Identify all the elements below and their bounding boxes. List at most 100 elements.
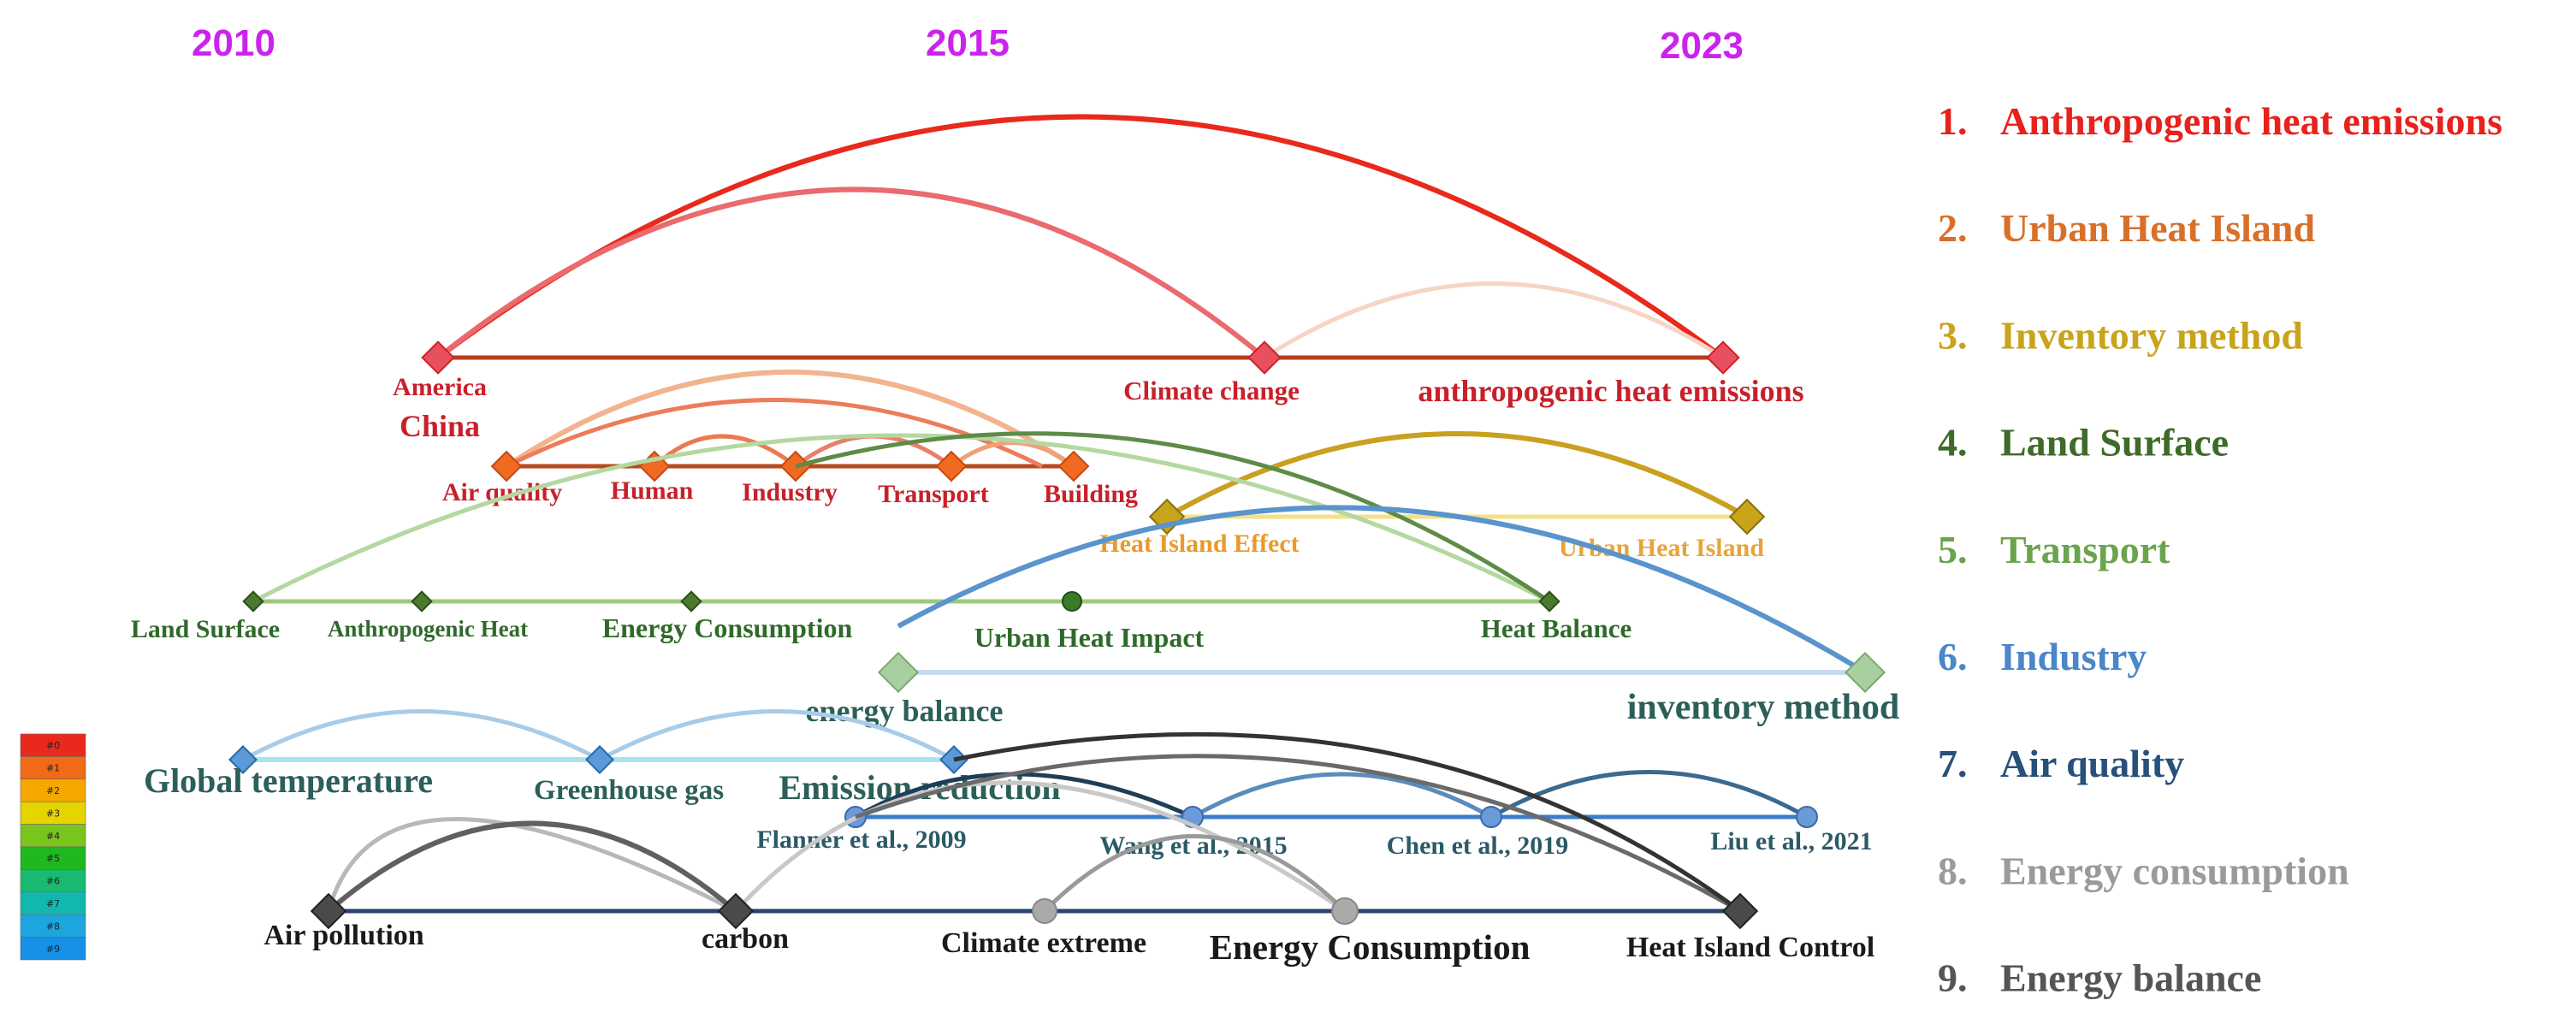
node-urban-heat-impact[interactable] [1062, 591, 1082, 612]
node-liu-2021[interactable] [1796, 806, 1818, 828]
node-label-carbon: carbon [702, 923, 789, 955]
color-swatch-label: #1 [46, 763, 60, 774]
color-scale-legend: #0 #1 #2 #3 #4 #5 #6 #7 #8 #9 [20, 733, 86, 961]
citation-arc [795, 431, 1551, 604]
node-chen-2019[interactable] [1480, 806, 1502, 828]
citation-arc [953, 731, 1742, 914]
color-swatch-label: #2 [46, 785, 60, 796]
node-label-china: China [400, 409, 480, 443]
cluster-energy-consumption: Air pollution carbon Climate extreme Ene… [264, 731, 1874, 967]
legend-number: 2. [1938, 206, 1968, 250]
color-swatch-label: #4 [46, 831, 60, 842]
legend-label: Energy consumption [2000, 849, 2349, 892]
citation-arc [598, 709, 956, 762]
citation-arc [326, 817, 737, 914]
node-label-industry: Industry [742, 478, 838, 506]
year-label-2023: 2023 [1660, 25, 1744, 67]
citation-arc [855, 754, 1742, 914]
cluster-land-surface: Land Surface Anthropogenic Heat Energy C… [131, 431, 1867, 675]
year-label-2010: 2010 [192, 22, 275, 64]
node-label-urban-heat-impact: Urban Heat Impact [974, 622, 1205, 653]
citation-arc [436, 186, 1266, 360]
color-swatch [20, 756, 86, 780]
node-greenhouse-gas[interactable] [585, 745, 614, 774]
node-air-pollution[interactable] [310, 892, 347, 930]
node-global-temperature[interactable] [228, 745, 258, 774]
citation-arc [653, 434, 797, 468]
citation-arc [1489, 770, 1809, 820]
node-label-inventory-method: inventory method [1627, 688, 1900, 727]
color-swatch-label: #9 [46, 944, 60, 955]
color-swatch [20, 937, 86, 961]
node-label-transport: Transport [878, 480, 988, 508]
legend-label: Land Surface [2000, 421, 2229, 465]
node-building[interactable] [1057, 450, 1090, 482]
node-transport[interactable] [935, 450, 968, 482]
legend-label: Energy balance [2000, 956, 2261, 1000]
node-label-anthropogenic-heat: Anthropogenic Heat [328, 616, 528, 642]
color-swatch-label: #5 [46, 853, 60, 864]
color-swatch [20, 824, 86, 848]
node-energy-consumption-c4[interactable] [680, 590, 702, 613]
node-label-climate-extreme: Climate extreme [941, 927, 1146, 959]
citation-arc [1165, 431, 1749, 519]
color-swatch [20, 869, 86, 893]
citation-arc [1191, 772, 1493, 820]
citation-arc [505, 370, 1075, 469]
node-label-land-surface: Land Surface [131, 615, 280, 643]
cluster-anthropogenic-heat: America China Climate change anthropogen… [393, 114, 1804, 443]
color-swatch [20, 914, 86, 938]
legend-label: Transport [2000, 528, 2170, 571]
cluster-inventory-method: Heat Island Effect Urban Heat Island [1099, 431, 1766, 562]
node-heat-balance[interactable] [1538, 590, 1560, 613]
color-swatch [20, 733, 86, 757]
legend-number: 3. [1938, 313, 1968, 357]
cluster-transport: energy balance inventory method [806, 651, 1900, 728]
legend-number: 4. [1938, 421, 1968, 465]
legend-number: 5. [1938, 528, 1968, 571]
node-inventory-method[interactable] [1844, 651, 1886, 694]
node-label-air-pollution: Air pollution [264, 920, 423, 951]
node-label-human: Human [611, 476, 694, 505]
year-label-2015: 2015 [926, 22, 1010, 64]
citation-arc [1043, 834, 1347, 913]
citation-arc [252, 433, 1551, 604]
node-label-building: Building [1044, 480, 1138, 508]
node-energy-consumption-c8[interactable] [1331, 897, 1359, 925]
node-label-energy-consumption-c8: Energy Consumption [1210, 927, 1531, 967]
node-label-america: America [393, 373, 487, 401]
legend-number: 6. [1938, 635, 1968, 678]
citation-arc [436, 114, 1725, 360]
node-label-air-quality: Air quality [442, 478, 562, 506]
color-swatch-label: #8 [46, 920, 60, 932]
citation-arc [734, 780, 1347, 914]
legend-label: Industry [2000, 635, 2147, 678]
node-heat-island-control[interactable] [1721, 892, 1759, 930]
legend-label: Anthropogenic heat emissions [2000, 99, 2502, 143]
node-label-global-temperature: Global temperature [144, 761, 433, 800]
legend-label: Air quality [2000, 742, 2184, 785]
node-label-climate-change: Climate change [1123, 376, 1300, 405]
node-label-heat-balance: Heat Balance [1481, 613, 1632, 643]
node-climate-extreme[interactable] [1032, 898, 1057, 924]
citation-arc [897, 505, 1867, 675]
node-label-energy-balance: energy balance [806, 694, 1004, 728]
color-swatch-label: #3 [46, 808, 60, 819]
node-america[interactable] [421, 340, 455, 375]
node-carbon[interactable] [717, 892, 755, 930]
node-anthropogenic-heat[interactable] [411, 590, 433, 613]
citation-arc [1263, 281, 1725, 360]
node-energy-balance[interactable] [877, 651, 920, 694]
citation-arc [241, 709, 601, 762]
node-climate-change[interactable] [1247, 340, 1282, 375]
node-land-surface[interactable] [242, 590, 264, 613]
node-urban-heat-island[interactable] [1728, 498, 1766, 536]
citation-arc [950, 441, 1075, 468]
citation-arc [505, 398, 1044, 469]
node-anthropogenic-heat-emissions[interactable] [1706, 340, 1740, 375]
node-label-anthropogenic-heat-emissions: anthropogenic heat emissions [1418, 374, 1803, 408]
node-air-quality[interactable] [490, 450, 523, 482]
legend-number: 1. [1938, 99, 1968, 143]
node-label-chen-2019: Chen et al., 2019 [1387, 832, 1569, 860]
